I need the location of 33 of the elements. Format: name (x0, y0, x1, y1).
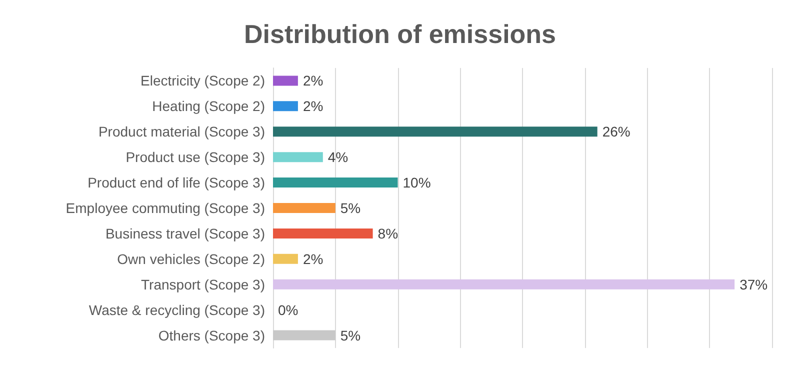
data-label: 2% (302, 98, 324, 114)
data-label: 2% (302, 250, 324, 267)
bar (273, 279, 735, 290)
data-label: 4% (328, 149, 348, 166)
y-tick-label: Transport (Scope 3) (141, 276, 265, 292)
data-label: 10% (402, 174, 431, 191)
bar (273, 254, 298, 264)
y-tick-label: Employee commuting (Scope 3) (66, 200, 265, 216)
data-label: 37% (740, 276, 768, 292)
y-tick-label: Waste & recycling (Scope 3) (88, 302, 265, 318)
y-tick-label: Product material (Scope 3) (98, 124, 265, 140)
bar (273, 76, 298, 86)
data-label: 5% (340, 327, 361, 344)
bar (273, 178, 398, 188)
bar (273, 228, 373, 238)
y-tick-label: Heating (Scope 2) (152, 98, 265, 114)
data-label: 8% (378, 225, 398, 242)
data-label: 5% (340, 200, 361, 216)
bar (273, 330, 336, 340)
bar (273, 152, 323, 162)
data-label: 0% (278, 302, 298, 318)
chart-title: Distribution of emissions (244, 19, 556, 49)
data-label: 2% (302, 72, 324, 89)
y-tick-label: Business travel (Scope 3) (105, 225, 265, 242)
y-tick-label: Product end of life (Scope 3) (88, 174, 265, 191)
y-tick-label: Own vehicles (Scope 2) (117, 250, 265, 267)
data-label: 26% (602, 124, 630, 140)
y-tick-label: Electricity (Scope 2) (140, 72, 265, 89)
y-tick-label: Product use (Scope 3) (126, 149, 265, 166)
bar (273, 101, 298, 112)
bar (273, 126, 598, 137)
bar (273, 203, 336, 213)
y-tick-label: Others (Scope 3) (158, 327, 265, 344)
